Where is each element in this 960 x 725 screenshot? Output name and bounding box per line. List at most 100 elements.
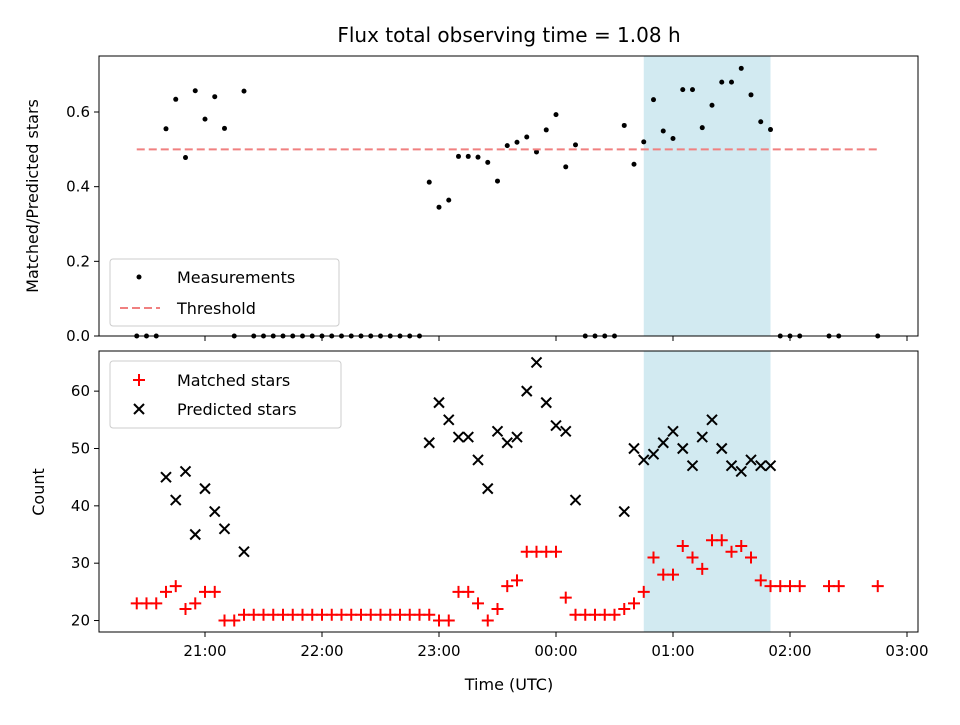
y-tick-label: 60 [71, 382, 90, 400]
predicted-star-point [423, 437, 435, 449]
predicted-star-point [647, 448, 660, 460]
measurement-point [641, 139, 647, 145]
matched-star-point [637, 585, 650, 598]
predicted-star-point [511, 431, 523, 443]
predicted-star-point [462, 431, 474, 443]
measurement-point [670, 136, 676, 142]
measurement-point [495, 178, 500, 184]
measurement-point [553, 112, 559, 118]
measurement-point [465, 153, 471, 159]
measurement-point [680, 87, 686, 93]
y-tick-label: 0.4 [66, 178, 90, 196]
matched-star-point [169, 580, 182, 593]
top-highlight-region [643, 56, 771, 336]
measurement-point [504, 143, 510, 149]
predicted-star-point [735, 465, 747, 478]
measurement-point [768, 127, 773, 133]
top-highlight-region-group [643, 56, 771, 336]
measurement-point [192, 88, 198, 94]
predicted-star-point [686, 459, 699, 472]
predicted-star-point [170, 494, 182, 506]
matched-star-point [871, 580, 884, 593]
measurement-point [183, 155, 188, 161]
x-tick-label: 01:00 [651, 642, 694, 660]
measurement-point [212, 94, 218, 100]
matched-star-point [628, 597, 640, 610]
top-y-ticks: 0.0 0.2 0.4 0.6 [66, 103, 99, 345]
chart-title: Flux total observing time = 1.08 h [337, 23, 680, 47]
predicted-star-point [667, 425, 679, 437]
x-tick-label: 00:00 [534, 642, 577, 660]
top-panel: Flux total observing time = 1.08 h Match… [23, 23, 919, 345]
x-tick-label: 21:00 [183, 642, 226, 660]
measurement-point [485, 159, 491, 165]
predicted-star-point [628, 442, 640, 455]
measurement-point [758, 119, 764, 125]
x-tick-label: 02:00 [768, 642, 811, 660]
matched-star-point [745, 551, 757, 564]
matched-star-point [559, 591, 572, 604]
predicted-star-point [179, 465, 192, 478]
predicted-star-point [501, 437, 513, 449]
matched-star-point [686, 551, 699, 564]
matched-star-point [618, 603, 631, 616]
predicted-star-point [160, 471, 172, 483]
bottom-legend: Matched stars Predicted stars [109, 360, 342, 429]
matched-star-point [793, 580, 806, 593]
y-tick-label: 40 [71, 497, 90, 515]
matched-star-point [179, 603, 192, 616]
measurement-point [738, 65, 744, 71]
measurement-point [534, 149, 539, 155]
y-tick-label: 30 [71, 554, 90, 572]
predicted-star-point [725, 459, 738, 472]
x-tick-label: 03:00 [885, 642, 928, 660]
matched-star-point [472, 597, 484, 610]
y-tick-label: 20 [71, 612, 90, 630]
matched-star-point [501, 580, 514, 593]
matched-star-point [228, 614, 241, 627]
predicted-star-point [521, 385, 533, 397]
x-tick-label: 23:00 [417, 642, 460, 660]
matched-star-point [735, 539, 748, 552]
measurement-point [660, 128, 666, 134]
legend-predicted-marker [133, 403, 145, 415]
top-y-axis-label: Matched/Predicted stars [23, 99, 42, 293]
matched-star-point [208, 585, 221, 598]
predicted-star-point [209, 505, 221, 518]
measurement-point [573, 142, 578, 148]
bottom-highlight-region [643, 351, 771, 632]
measurement-point [524, 134, 530, 140]
bottom-plot-frame [98, 350, 919, 633]
legend-threshold-label: Threshold [176, 299, 256, 318]
predicted-star-point [491, 425, 504, 437]
matched-star-point [423, 608, 436, 621]
predicted-star-point [716, 442, 728, 455]
predicted-star-point [433, 396, 445, 409]
matched-star-point [511, 574, 523, 587]
predicted-star-point [218, 523, 231, 535]
top-series-group [134, 65, 881, 339]
predicted-star-point [560, 425, 572, 437]
predicted-star-point [472, 454, 484, 466]
predicted-star-point [569, 494, 582, 506]
matched-star-point [160, 585, 172, 598]
measurement-point [651, 97, 656, 103]
predicted-star-point [706, 414, 718, 426]
measurement-point [436, 204, 442, 210]
predicted-star-point [189, 528, 201, 541]
matched-star-point [715, 534, 728, 547]
legend-measurements-marker [136, 274, 142, 280]
predicted-star-point [530, 356, 543, 369]
predicted-star-point [540, 396, 552, 409]
matched-star-point [832, 580, 845, 593]
legend-matched-marker [133, 374, 145, 386]
measurement-point [729, 79, 734, 85]
predicted-star-point [677, 442, 689, 455]
x-tick-label: 22:00 [300, 642, 343, 660]
legend-measurements-label: Measurements [177, 268, 295, 287]
y-tick-label: 0.0 [66, 327, 90, 345]
measurement-point [426, 179, 432, 185]
x-axis-label: Time (UTC) [464, 675, 553, 694]
matched-star-point [481, 614, 494, 627]
